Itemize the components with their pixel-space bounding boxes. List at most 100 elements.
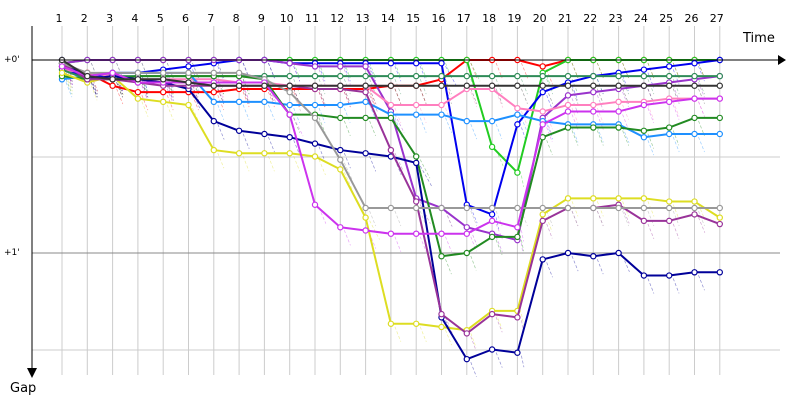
- data-point: [185, 101, 192, 109]
- lap-connector: [90, 82, 98, 98]
- lap-connector: [521, 243, 524, 254]
- data-point: [438, 111, 445, 118]
- data-point: [615, 124, 622, 131]
- data-point: [463, 117, 470, 125]
- lap-connector: [521, 230, 524, 242]
- data-point: [261, 150, 268, 157]
- data-point: [362, 98, 369, 106]
- lap-connector: [596, 107, 604, 124]
- y-tick-labels: +0' +1': [4, 55, 20, 258]
- lap-connector: [419, 201, 427, 217]
- lap-connector: [571, 88, 579, 104]
- lap-connector: [242, 62, 250, 79]
- data-point: [488, 143, 496, 151]
- lap-connector: [698, 101, 705, 117]
- lap-connector: [318, 146, 326, 163]
- lap-connector: [343, 91, 351, 108]
- lap-connector: [596, 62, 604, 79]
- lap-connector: [343, 152, 351, 169]
- lap-connector: [242, 156, 250, 172]
- lap-connector: [90, 82, 98, 98]
- lap-connector: [495, 236, 503, 253]
- lap-connector: [521, 111, 528, 127]
- lap-connector: [141, 62, 149, 79]
- lap-connector: [647, 201, 655, 217]
- lap-connector: [698, 78, 705, 95]
- data-point: [514, 121, 521, 128]
- data-point: [438, 310, 445, 318]
- lap-connector: [622, 75, 629, 91]
- data-point: [666, 63, 673, 70]
- data-point: [590, 72, 597, 80]
- lap-connector: [141, 82, 149, 98]
- data-point: [640, 204, 648, 212]
- data-point: [463, 330, 470, 337]
- lap-connector: [596, 201, 604, 217]
- data-point: [615, 108, 622, 115]
- lap-connector: [698, 217, 706, 233]
- lap-connector: [217, 82, 225, 98]
- data-point: [615, 72, 622, 80]
- data-point: [691, 72, 698, 80]
- lap-connector: [318, 88, 326, 104]
- lap-connector: [318, 117, 326, 133]
- data-point: [387, 82, 395, 89]
- lap-connector: [116, 82, 123, 98]
- x-tick-label: 4: [131, 12, 138, 25]
- lap-connector: [445, 117, 453, 134]
- y-axis-title: Gap: [10, 381, 36, 396]
- data-point: [666, 82, 673, 89]
- lap-connector: [622, 78, 629, 95]
- data-point: [514, 82, 521, 89]
- lap-connector: [65, 82, 73, 98]
- data-point: [337, 114, 344, 122]
- lap-connector: [343, 78, 351, 95]
- lap-connector: [521, 62, 528, 79]
- lap-connector: [698, 101, 705, 117]
- y-axis-arrow: [27, 368, 37, 378]
- data-point: [109, 82, 116, 89]
- data-point: [716, 269, 724, 276]
- data-point: [640, 195, 648, 202]
- lap-connector: [622, 91, 629, 107]
- lap-connector: [141, 82, 149, 98]
- lap-connector: [192, 85, 199, 101]
- x-tick-label: 8: [233, 12, 240, 25]
- lap-connector: [571, 210, 579, 227]
- lap-connector: [546, 140, 553, 155]
- lap-connector: [394, 117, 402, 133]
- data-point: [413, 204, 420, 212]
- lap-connector: [672, 136, 680, 153]
- lap-connector: [217, 85, 225, 101]
- lap-connector: [470, 236, 477, 252]
- lap-connector: [141, 62, 149, 79]
- data-point: [337, 156, 344, 163]
- lap-connector: [419, 165, 433, 187]
- x-tick-label: 26: [685, 12, 699, 25]
- lap-connector: [242, 62, 250, 79]
- data-point: [488, 310, 496, 318]
- lap-connector: [419, 236, 427, 252]
- x-tick-labels: 1 2 3 4 5 6 7 8 9 10 11 12 13 14 15 16 17 18 19 20 21 22 23 24 2…: [56, 12, 724, 25]
- data-point: [337, 146, 344, 154]
- lap-connector: [698, 66, 705, 82]
- lap-connector: [394, 62, 402, 79]
- x-tick-label: 7: [207, 12, 214, 25]
- data-point: [362, 227, 369, 234]
- x-tick-label: 18: [482, 12, 496, 25]
- data-point: [539, 63, 546, 70]
- data-point: [615, 204, 622, 212]
- data-point: [185, 79, 192, 86]
- lap-connector: [445, 329, 452, 346]
- lap-connector: [293, 66, 301, 82]
- lap-connector: [445, 78, 452, 95]
- lap-connector: [546, 223, 553, 239]
- lap-connector: [192, 95, 199, 111]
- data-point: [413, 101, 420, 109]
- data-point: [134, 95, 142, 102]
- lap-connector: [571, 210, 579, 227]
- lap-connector: [242, 62, 250, 79]
- lap-connector: [495, 316, 503, 333]
- lap-connector: [470, 62, 478, 79]
- lap-connector: [672, 104, 680, 120]
